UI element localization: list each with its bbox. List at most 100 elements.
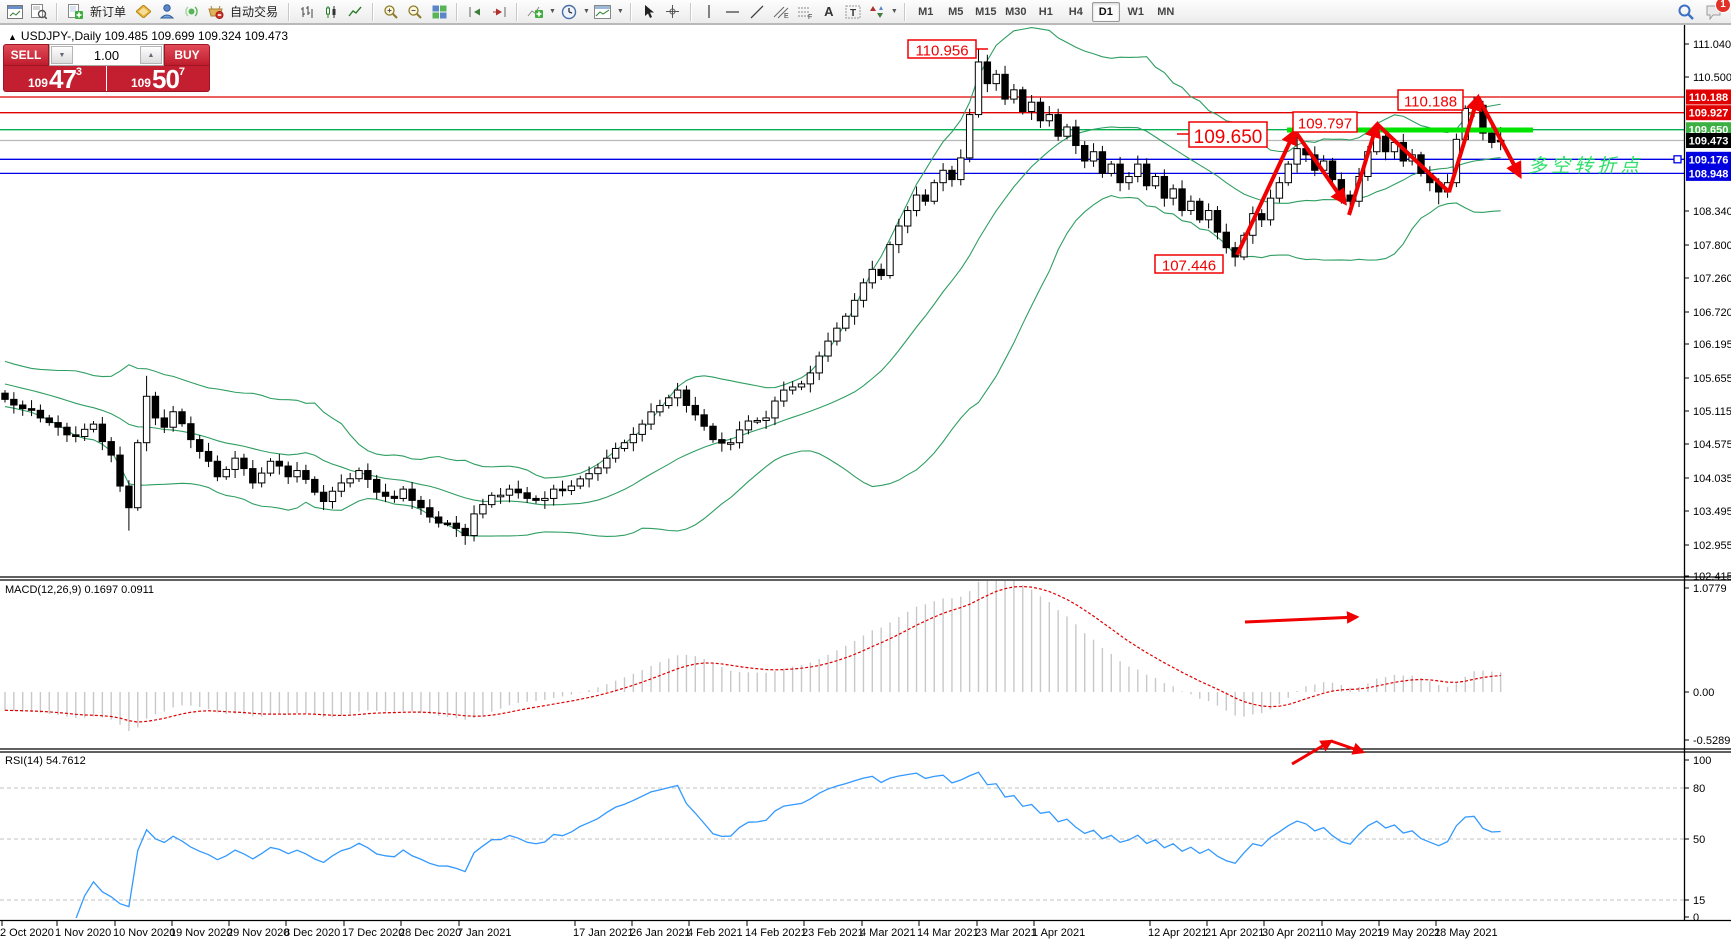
toolbar-separator [516, 2, 519, 21]
annotation-arrow[interactable] [1293, 129, 1347, 206]
price-label-box[interactable] [1292, 111, 1358, 133]
date-tick: 10 Nov 2020 [113, 927, 175, 939]
arrows-tool-icon[interactable] [866, 1, 888, 23]
tab-timeframe-m30[interactable]: M30 [1005, 5, 1027, 18]
price-label-text: 110.956 [915, 43, 968, 60]
price-label-box[interactable] [1397, 89, 1464, 111]
price-label-box[interactable] [907, 39, 977, 59]
turning-point-annotation[interactable]: 多空转折点 [1528, 155, 1643, 177]
price-label-text: 109.797 [1298, 116, 1352, 133]
price-tick: 103.495 [1693, 506, 1731, 518]
price-tag-label: 108.948 [1689, 168, 1729, 180]
price-axis[interactable]: 111.040 110.500 108.340 107.800 107.260 106.7… [1673, 39, 1731, 924]
periods-clock-icon[interactable] [558, 1, 580, 23]
date-tick: 2 Oct 2020 [0, 927, 54, 939]
volume-input[interactable]: 1.00 [93, 47, 120, 63]
tab-timeframe-mn[interactable]: MN [1157, 5, 1175, 18]
annotation-arrow[interactable] [1347, 120, 1382, 216]
tab-timeframe-m15[interactable]: M15 [975, 5, 997, 18]
search-icon[interactable] [1675, 1, 1697, 23]
annotation-arrow[interactable] [1244, 611, 1360, 624]
fibonacci-tool-icon[interactable]: F [794, 1, 816, 23]
tab-timeframe-h4[interactable]: H4 [1068, 5, 1083, 18]
tab-timeframe-h1[interactable]: H1 [1038, 5, 1053, 18]
collapse-arrow-icon[interactable]: ▲ [8, 32, 17, 42]
buy-price[interactable]: 109 50 7 [107, 66, 209, 92]
chart-shift-icon[interactable] [464, 1, 486, 23]
candlestick-chart-icon[interactable] [320, 1, 342, 23]
zoom-in-icon[interactable] [380, 1, 402, 23]
metaeditor-icon[interactable] [132, 1, 154, 23]
annotation-arrow[interactable] [1375, 122, 1451, 194]
cursor-icon[interactable] [638, 1, 660, 23]
auto-scroll-icon[interactable] [488, 1, 510, 23]
arrows-dropdown-arrow[interactable]: ▼ [890, 8, 898, 15]
date-tick: 19 May 2021 [1377, 927, 1441, 939]
annotation-arrow[interactable] [1447, 93, 1483, 193]
buy-price-pip: 7 [178, 66, 186, 78]
price-label-box[interactable] [1188, 121, 1268, 148]
zoom-out-icon[interactable] [404, 1, 426, 23]
autotrading-label[interactable]: 自动交易 [230, 5, 279, 19]
strategy-tester-icon[interactable] [28, 1, 50, 23]
tab-timeframe-m1[interactable]: M1 [918, 5, 934, 18]
date-tick: 14 Feb 2021 [745, 927, 807, 939]
price-tick: 104.035 [1693, 473, 1731, 485]
price-tick: 107.800 [1693, 240, 1731, 252]
trendline-tool-icon[interactable] [746, 1, 768, 23]
new-order-label[interactable]: 新订单 [90, 5, 127, 19]
rsi-level-lines [0, 787, 1684, 901]
annotation-arrow[interactable] [1476, 96, 1522, 179]
candlesticks [1, 49, 1505, 545]
volume-decrease-button[interactable]: ▼ [51, 46, 73, 64]
tab-timeframe-m5[interactable]: M5 [948, 5, 964, 18]
tab-timeframe-w1[interactable]: W1 [1127, 5, 1145, 18]
indicators-dropdown-arrow[interactable]: ▼ [549, 8, 556, 15]
price-tag-label: 110.188 [1689, 92, 1728, 104]
crosshair-icon[interactable] [662, 1, 684, 23]
line-chart-icon[interactable] [344, 1, 366, 23]
rsi-axis-tick: 80 [1693, 783, 1705, 795]
price-annotation-labels[interactable]: 110.956 109.650 109.797 110.188 107.446 [907, 39, 1464, 275]
price-tick: 102.415 [1693, 571, 1731, 583]
notifications-icon[interactable]: 1 [1703, 0, 1731, 23]
sell-button[interactable]: SELL [3, 44, 49, 66]
sell-price[interactable]: 109 47 3 [4, 64, 106, 94]
bar-chart-icon[interactable] [296, 1, 318, 23]
tile-windows-icon[interactable] [428, 1, 450, 23]
community-icon[interactable] [156, 1, 178, 23]
templates-dropdown-arrow[interactable]: ▼ [616, 8, 624, 15]
trend-annotation-arrows[interactable] [1235, 93, 1522, 766]
text-tool-icon[interactable]: A [824, 4, 834, 19]
price-tag [1686, 165, 1731, 181]
equidistant-channel-tool-icon[interactable]: E [770, 1, 792, 23]
toolbar-separator [689, 2, 692, 21]
price-tag [1686, 133, 1731, 148]
horizontal-line-tool-icon[interactable] [722, 1, 744, 23]
autotrading-icon[interactable] [204, 1, 226, 23]
price-label-box[interactable] [1154, 254, 1224, 274]
tab-timeframe-d1[interactable]: D1 [1091, 1, 1120, 22]
periods-dropdown-arrow[interactable]: ▼ [582, 8, 590, 15]
annotation-arrow[interactable] [1291, 739, 1334, 766]
volume-increase-button[interactable]: ▲ [140, 46, 162, 64]
price-tick: 106.720 [1693, 307, 1731, 319]
panel-borders [0, 24, 1731, 922]
templates-icon[interactable] [592, 1, 614, 23]
annotation-arrow[interactable] [1235, 127, 1297, 256]
price-tick: 108.340 [1693, 206, 1731, 218]
new-chart-icon[interactable] [4, 1, 26, 23]
annotation-arrow[interactable] [1330, 739, 1366, 755]
line-selection-handle[interactable] [1673, 155, 1682, 164]
price-tick: 104.575 [1693, 439, 1731, 451]
vertical-line-tool-icon[interactable] [698, 1, 720, 23]
broadcast-icon[interactable] [180, 1, 202, 23]
text-label-tool-icon[interactable]: T [842, 1, 864, 23]
price-label-text: 107.446 [1162, 258, 1216, 275]
new-order-icon[interactable] [64, 1, 86, 23]
sell-price-big: 47 [48, 64, 77, 94]
buy-button[interactable]: BUY [164, 44, 210, 66]
indicators-icon[interactable] [524, 1, 546, 23]
